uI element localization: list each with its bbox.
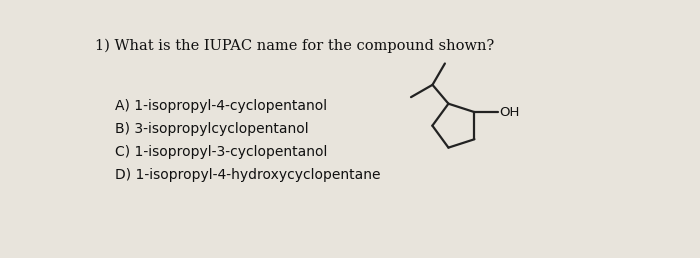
Text: C) 1-isopropyl-3-cyclopentanol: C) 1-isopropyl-3-cyclopentanol xyxy=(115,145,327,159)
Text: A) 1-isopropyl-4-cyclopentanol: A) 1-isopropyl-4-cyclopentanol xyxy=(115,99,327,113)
Text: B) 3-isopropylcyclopentanol: B) 3-isopropylcyclopentanol xyxy=(115,122,308,136)
Text: D) 1-isopropyl-4-hydroxycyclopentane: D) 1-isopropyl-4-hydroxycyclopentane xyxy=(115,168,380,182)
Text: OH: OH xyxy=(499,106,519,119)
Text: 1) What is the IUPAC name for the compound shown?: 1) What is the IUPAC name for the compou… xyxy=(95,39,494,53)
